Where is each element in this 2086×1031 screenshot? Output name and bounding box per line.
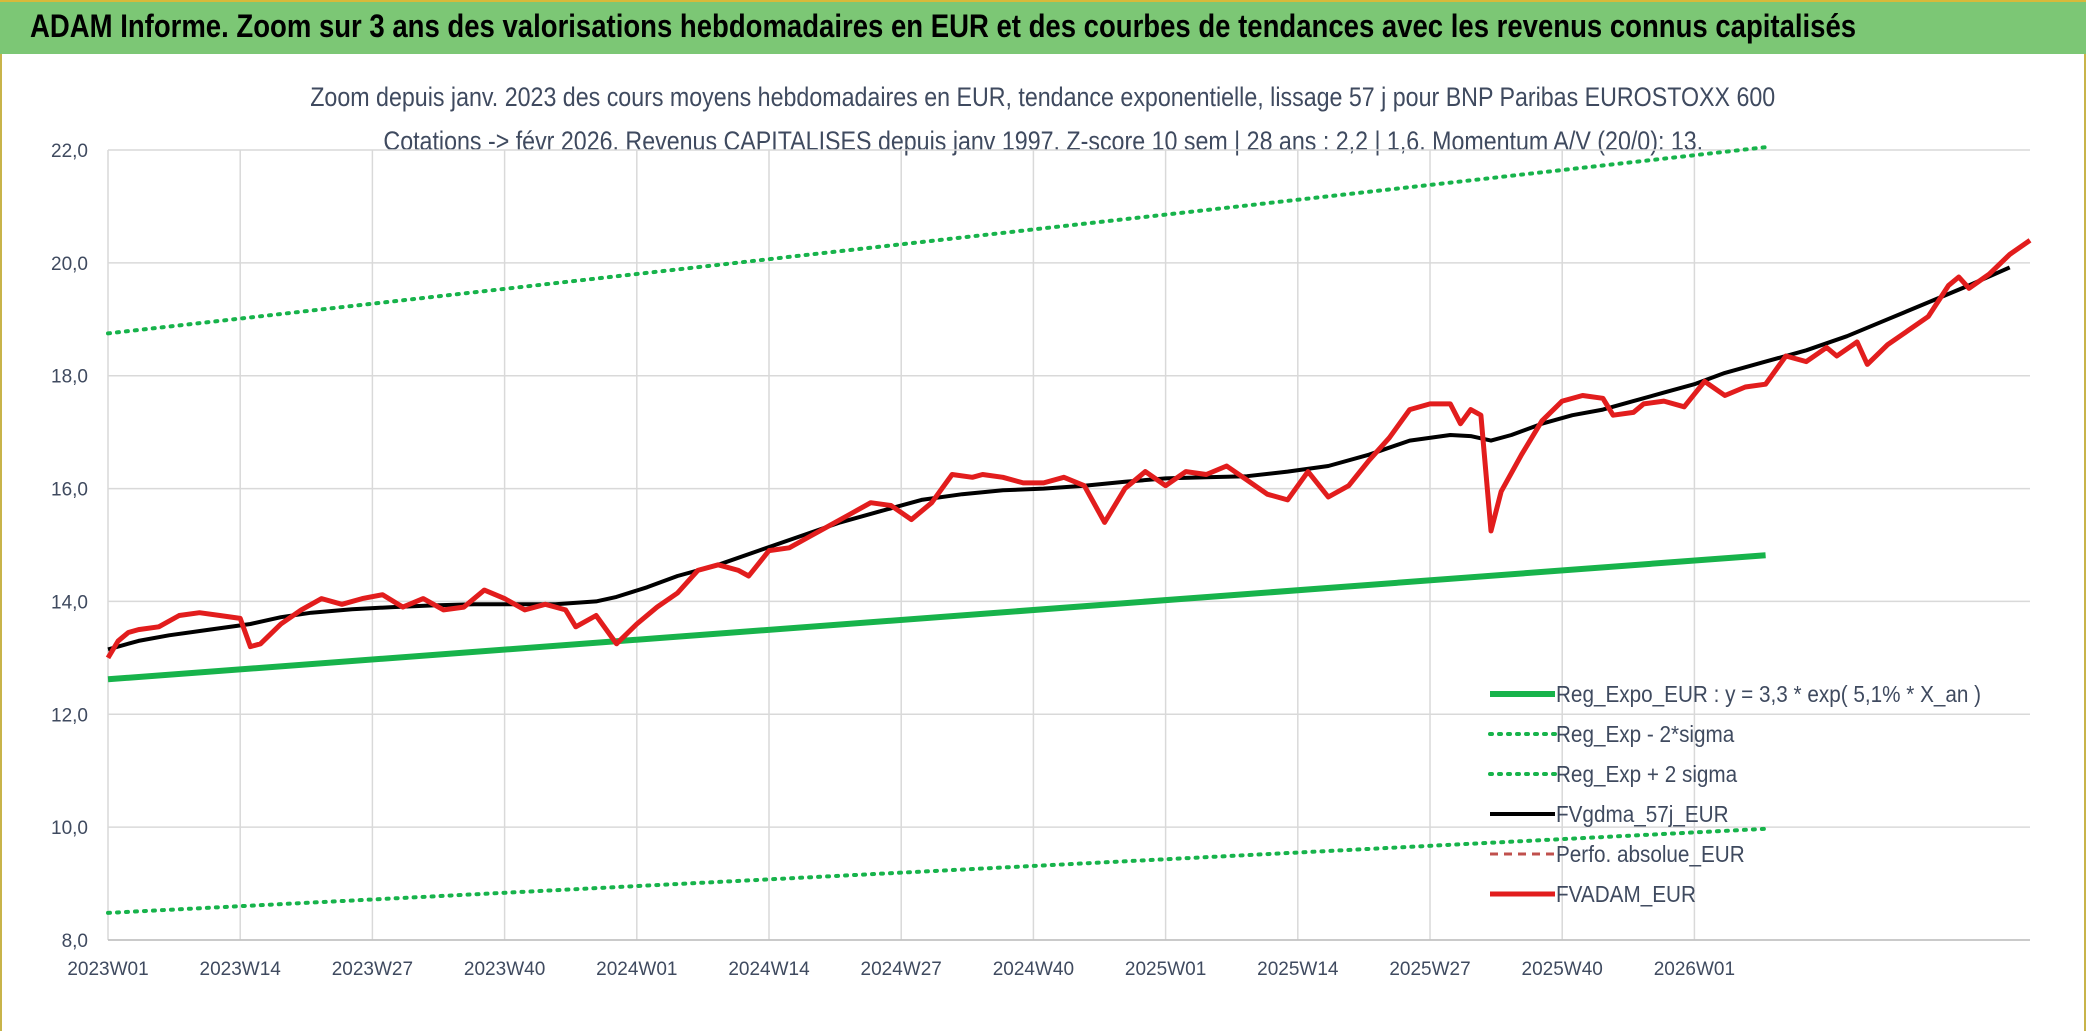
x-tick-label: 2025W40 [1522,959,1603,980]
series-line-2 [106,145,1768,336]
chart-series [105,145,2032,915]
chart-title-line2: Cotations -> févr 2026. Revenus CAPITALI… [0,126,2086,157]
x-tick-label: 2024W40 [993,959,1074,980]
x-tick-label: 2024W01 [596,959,677,980]
y-tick-label: 18,0 [51,367,88,388]
chart-frame [0,54,2086,1031]
report-title: ADAM Informe. Zoom sur 3 ans des valoris… [30,8,1857,44]
chart-title-line1-text: Zoom depuis janv. 2023 des cours moyens … [310,82,1776,112]
x-axis-ticks: 2023W01 2023W14 2023W27 2023W40 2024W01 2024W… [67,959,1735,980]
x-tick-label: 2023W27 [332,959,413,980]
series-line-1 [106,826,1768,915]
x-tick-label: 2024W14 [728,959,810,980]
chart-title-line2-text: Cotations -> févr 2026. Revenus CAPITALI… [383,126,1703,156]
y-tick-label: 8,0 [62,931,88,952]
y-tick-label: 16,0 [51,480,88,501]
legend-label-2: Reg_Exp + 2 sigma [1556,761,1738,787]
series-line-0 [107,552,1766,683]
legend-label-3: FVgdma_57j_EUR [1556,801,1729,827]
y-tick-label: 20,0 [51,254,88,275]
legend-label-5: FVADAM_EUR [1556,881,1696,907]
y-tick-label: 12,0 [51,705,88,726]
chart-grid [107,149,2030,941]
legend-label-0: Reg_Expo_EUR : y = 3,3 * exp( 5,1% * X_a… [1556,681,1981,707]
report-banner: ADAM Informe. Zoom sur 3 ans des valoris… [0,0,2086,54]
series-line-3 [107,265,2011,652]
legend-label-4: Perfo. absolue_EUR [1556,841,1745,867]
chart-legend: Reg_Expo_EUR : y = 3,3 * exp( 5,1% * X_a… [1488,681,1981,907]
x-tick-label: 2023W40 [464,959,545,980]
x-tick-label: 2026W01 [1654,959,1735,980]
x-tick-label: 2024W27 [861,959,942,980]
y-tick-label: 22,0 [51,141,88,162]
series-line-5 [105,238,2032,660]
chart-title-line1: Zoom depuis janv. 2023 des cours moyens … [0,82,2086,113]
y-tick-label: 14,0 [51,592,88,613]
legend-label-1: Reg_Exp - 2*sigma [1556,721,1735,747]
x-tick-label: 2025W14 [1257,959,1339,980]
x-tick-label: 2025W01 [1125,959,1206,980]
x-tick-label: 2023W01 [67,959,148,980]
x-tick-label: 2025W27 [1389,959,1470,980]
y-axis-ticks: 8,0 10,0 12,0 14,0 16,0 18,0 20,0 22,0 [51,141,88,952]
x-tick-label: 2023W14 [200,959,282,980]
y-tick-label: 10,0 [51,818,88,839]
